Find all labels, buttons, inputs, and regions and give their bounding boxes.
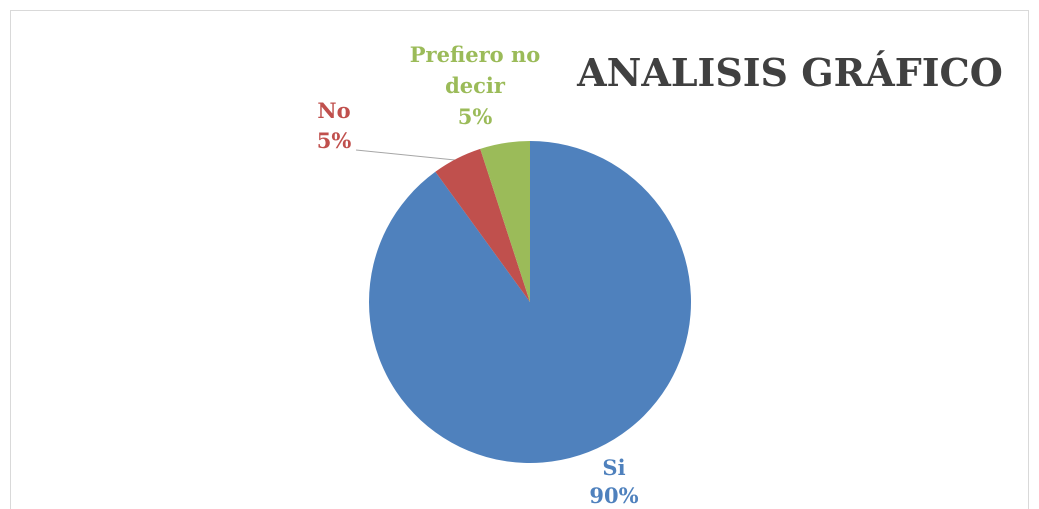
data-label-name: Prefiero no decir (410, 42, 541, 98)
data-label-name: Si (602, 455, 625, 480)
pie-slice (480, 141, 530, 302)
data-label-value: 5% (458, 104, 493, 129)
data-label-name: No (317, 98, 350, 123)
data-label-value: 5% (317, 128, 352, 153)
chart-title: ANALISIS GRÁFICO (576, 50, 1003, 95)
data-label-value: 90% (589, 483, 638, 508)
leader-line (355, 149, 456, 161)
pie-slice (435, 148, 530, 302)
